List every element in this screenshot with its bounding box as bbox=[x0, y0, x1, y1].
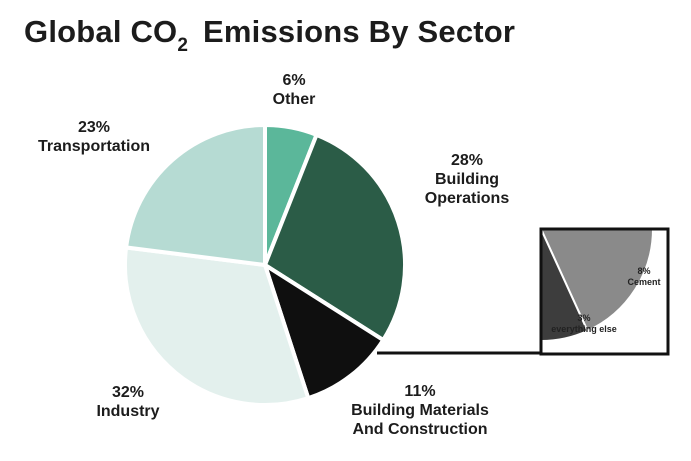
inset-slice-cement bbox=[541, 229, 655, 333]
slice-pct-other: 6% bbox=[282, 72, 306, 89]
pie-slice-building-materials-and-construction bbox=[263, 263, 386, 401]
pie-slice-building-operations bbox=[263, 132, 408, 343]
inset-name-everything-else: everything else bbox=[551, 324, 617, 334]
slice-pct-industry: 32% bbox=[111, 384, 145, 401]
title-suffix: Emissions By Sector bbox=[202, 14, 516, 49]
slice-label-industry: 32% Industry bbox=[78, 383, 178, 421]
slice-label-other: 6% Other bbox=[264, 71, 324, 109]
slice-pct-building-operations: 28% bbox=[450, 152, 484, 169]
slice-name-building-materials-line1: Building Materials bbox=[351, 402, 489, 419]
inset-label-cement: 8% Cement bbox=[620, 266, 668, 288]
title-subscript: 2 bbox=[177, 35, 189, 56]
slice-label-building-materials: 11% Building Materials And Construction bbox=[330, 382, 510, 439]
pie-slices bbox=[123, 123, 408, 407]
inset-label-everything-else: 3% everything else bbox=[540, 313, 628, 335]
slice-name-building-operations-line1: Building bbox=[435, 171, 499, 188]
slice-label-transportation: 23% Transportation bbox=[24, 118, 164, 156]
slice-name-building-materials-line2: And Construction bbox=[352, 421, 488, 438]
pie-slice-transportation bbox=[124, 123, 267, 267]
inset-connector-line bbox=[377, 351, 543, 355]
slice-name-industry: Industry bbox=[96, 403, 160, 420]
title-prefix: Global CO bbox=[24, 14, 178, 49]
inset-pct-cement: 8% bbox=[637, 266, 651, 276]
slice-name-building-operations-line2: Operations bbox=[424, 190, 510, 207]
slice-label-building-operations: 28% Building Operations bbox=[412, 151, 522, 208]
slice-pct-transportation: 23% bbox=[77, 119, 111, 136]
inset-chart bbox=[377, 227, 670, 356]
slice-name-transportation: Transportation bbox=[37, 138, 150, 155]
inset-pct-everything-else: 3% bbox=[577, 313, 591, 323]
slice-pct-building-materials: 11% bbox=[404, 383, 436, 400]
pie-slice-industry bbox=[123, 245, 311, 407]
chart-title: Global CO2 Emissions By Sector bbox=[24, 14, 516, 56]
slice-name-other: Other bbox=[272, 91, 316, 108]
inset-name-cement: Cement bbox=[627, 277, 661, 287]
